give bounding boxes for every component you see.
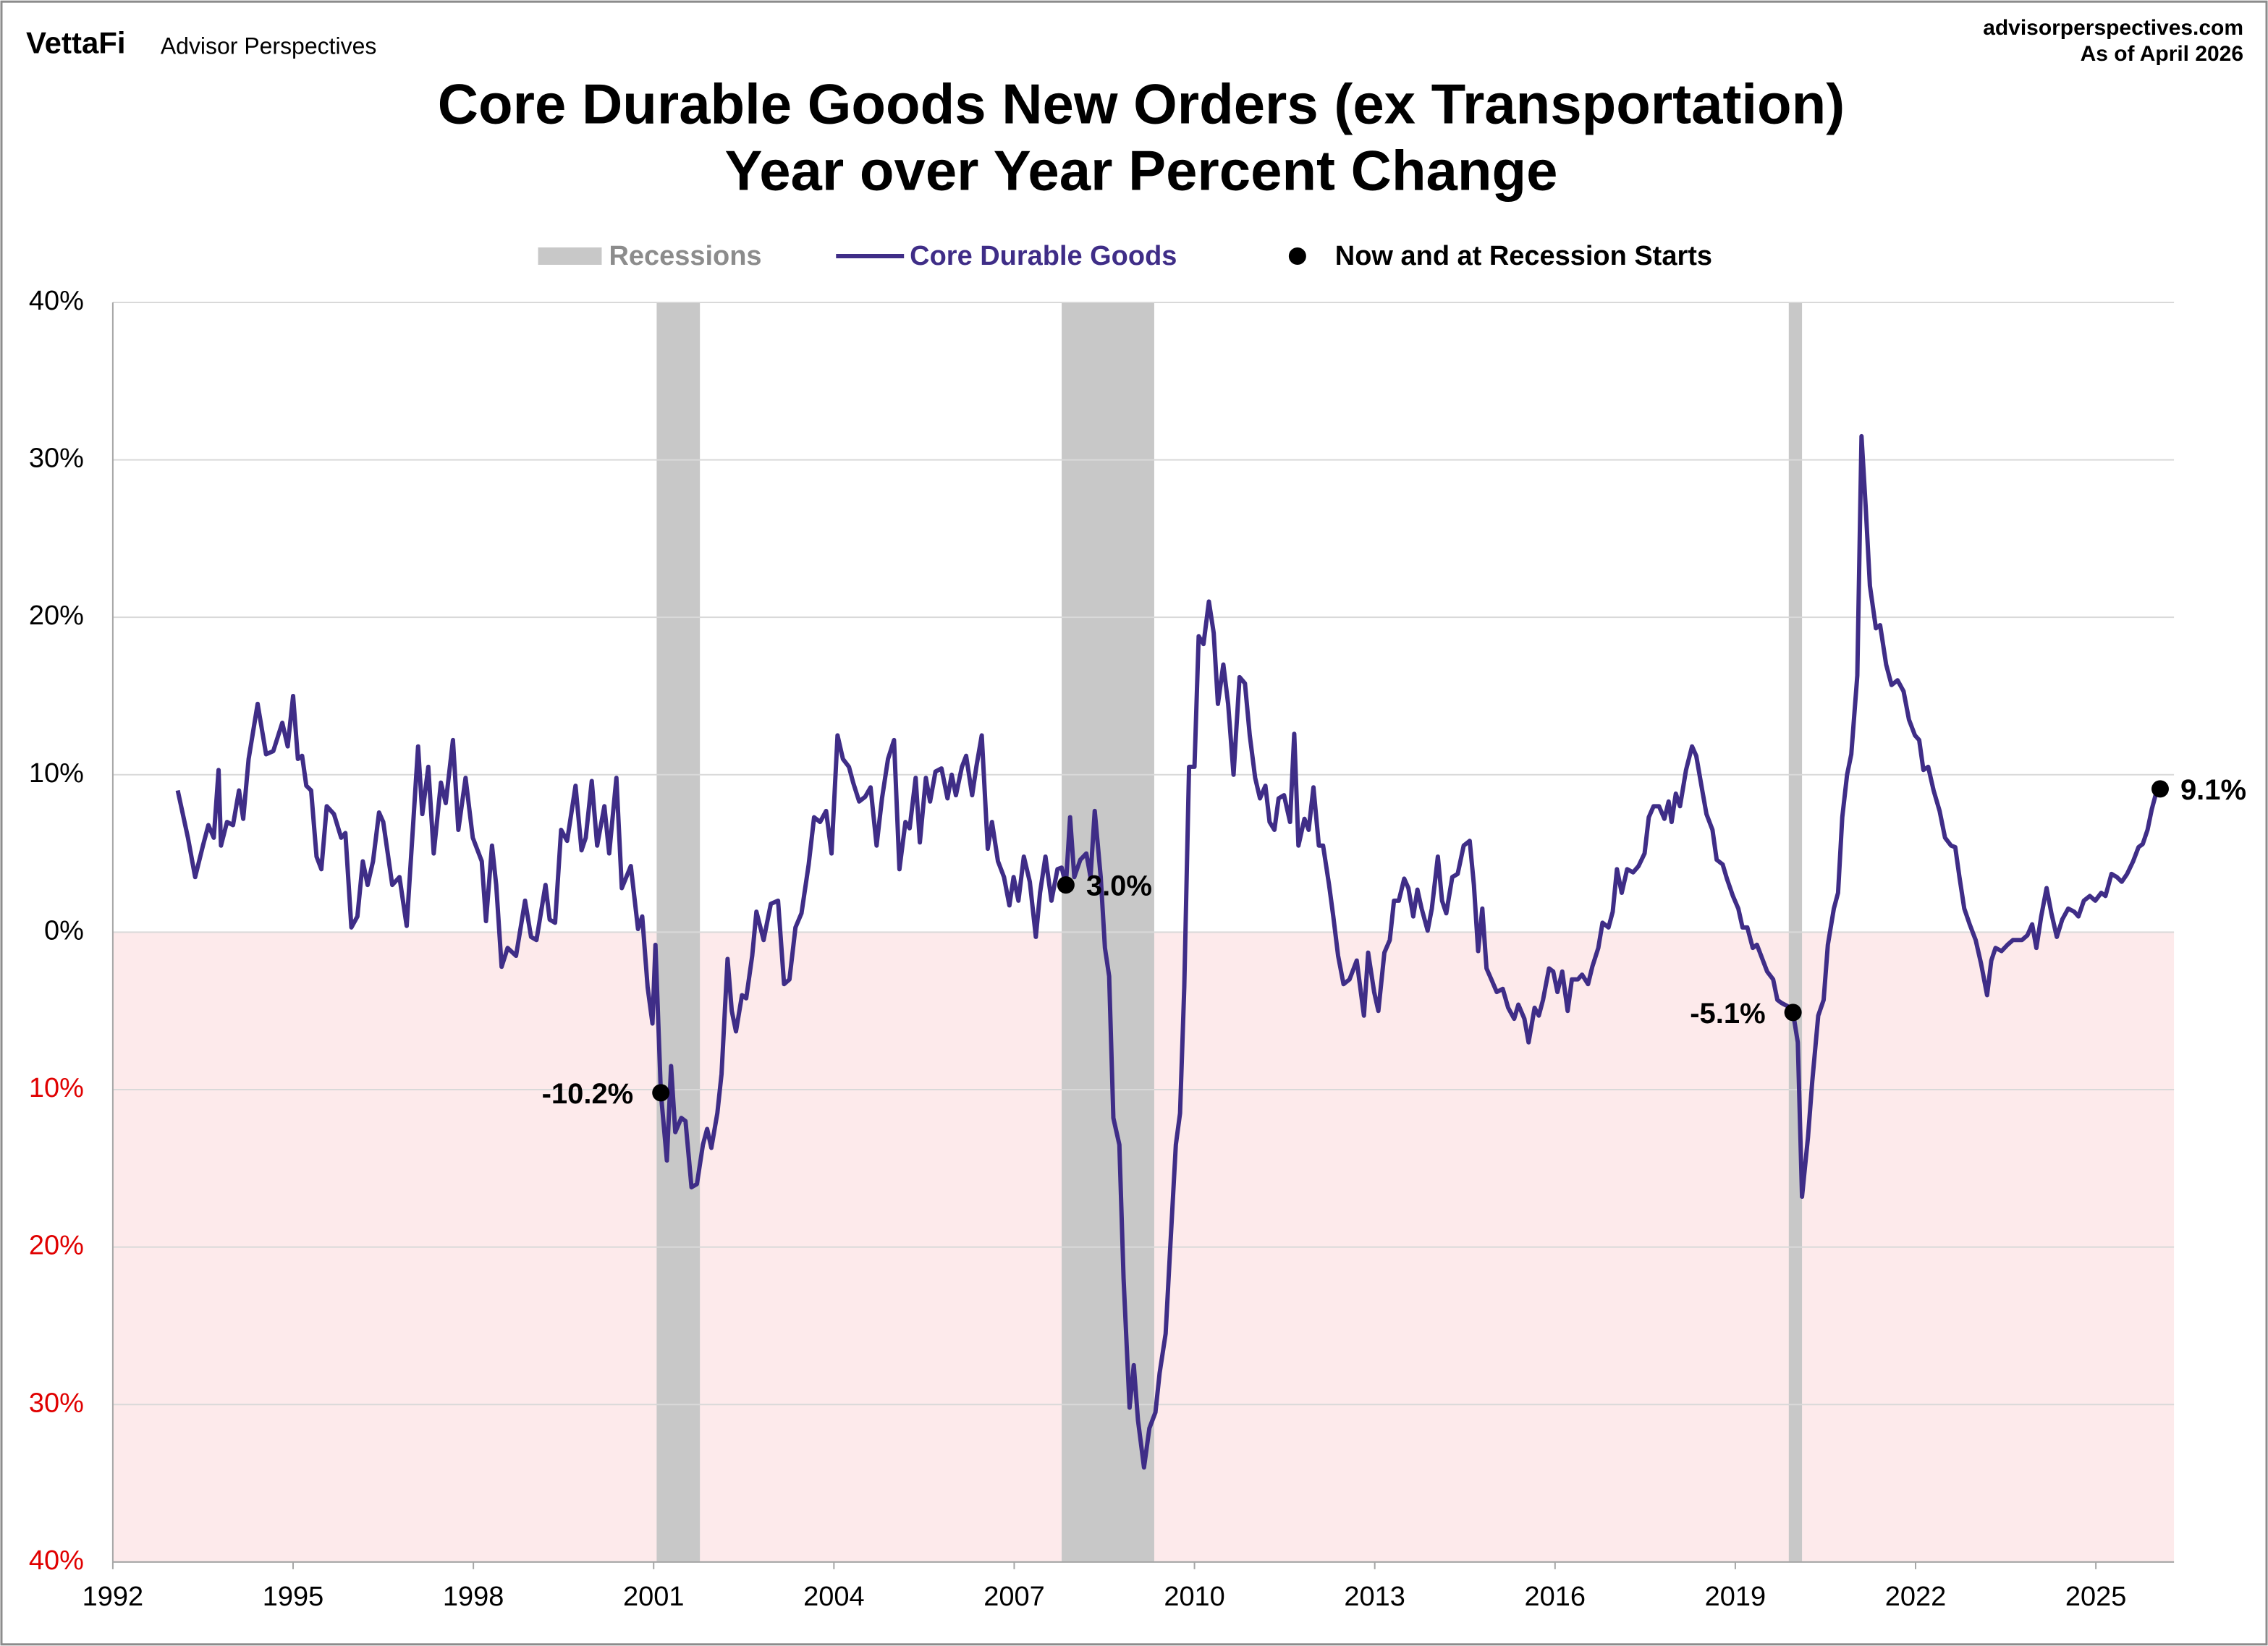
y-tick-label: 20% xyxy=(29,601,84,631)
as-of-date: As of April 2026 xyxy=(2081,42,2243,66)
marker xyxy=(1784,1004,1802,1022)
brand: VettaFi xyxy=(26,25,126,59)
legend-label: Now and at Recession Starts xyxy=(1335,241,1712,271)
y-tick-label: 40% xyxy=(29,286,84,316)
x-tick-label: 2025 xyxy=(2065,1582,2126,1612)
y-tick-label: 10% xyxy=(29,758,84,789)
x-tick-label: 2022 xyxy=(1885,1582,1946,1612)
marker xyxy=(652,1084,670,1102)
website: advisorperspectives.com xyxy=(1983,16,2243,40)
marker xyxy=(2151,780,2169,798)
y-tick-label: 0% xyxy=(44,915,84,946)
x-tick-label: 1995 xyxy=(263,1582,323,1612)
y-tick-label: 20% xyxy=(29,1231,84,1261)
legend: Recessions Core Durable Goods Now and at R… xyxy=(538,241,1712,271)
y-tick-label: 40% xyxy=(29,1545,84,1576)
data-label: -5.1% xyxy=(1690,998,1765,1030)
x-tick-label: 1998 xyxy=(443,1582,504,1612)
data-label: -10.2% xyxy=(542,1078,634,1110)
x-tick-label: 2019 xyxy=(1705,1582,1766,1612)
x-tick-label: 2013 xyxy=(1344,1582,1405,1612)
x-tick-label: 2010 xyxy=(1164,1582,1224,1612)
data-label: 9.1% xyxy=(2180,774,2246,806)
legend-swatch xyxy=(1288,247,1306,265)
y-tick-label: 30% xyxy=(29,444,84,474)
y-tick-label: 30% xyxy=(29,1388,84,1418)
x-tick-label: 2004 xyxy=(803,1582,864,1612)
x-tick-label: 2016 xyxy=(1525,1582,1586,1612)
x-tick-label: 1992 xyxy=(82,1582,143,1612)
chart-title: Core Durable Goods New Orders (ex Transp… xyxy=(438,72,1845,136)
marker xyxy=(1057,876,1075,894)
legend-swatch xyxy=(538,247,602,265)
x-tick-label: 2001 xyxy=(623,1582,684,1612)
legend-label: Core Durable Goods xyxy=(910,241,1177,271)
plot-area: 40% 30% 20% 10% 0% 10% 20% 30% 40% 1992 1995 1998 20… xyxy=(29,286,2246,1612)
legend-label: Recessions xyxy=(609,241,761,271)
chart-subtitle: Year over Year Percent Change xyxy=(725,139,1558,203)
data-line xyxy=(175,433,2162,1470)
y-tick-label: 10% xyxy=(29,1073,84,1103)
data-label: 3.0% xyxy=(1086,870,1152,902)
x-tick-label: 2007 xyxy=(983,1582,1044,1612)
publisher: Advisor Perspectives xyxy=(161,33,377,59)
